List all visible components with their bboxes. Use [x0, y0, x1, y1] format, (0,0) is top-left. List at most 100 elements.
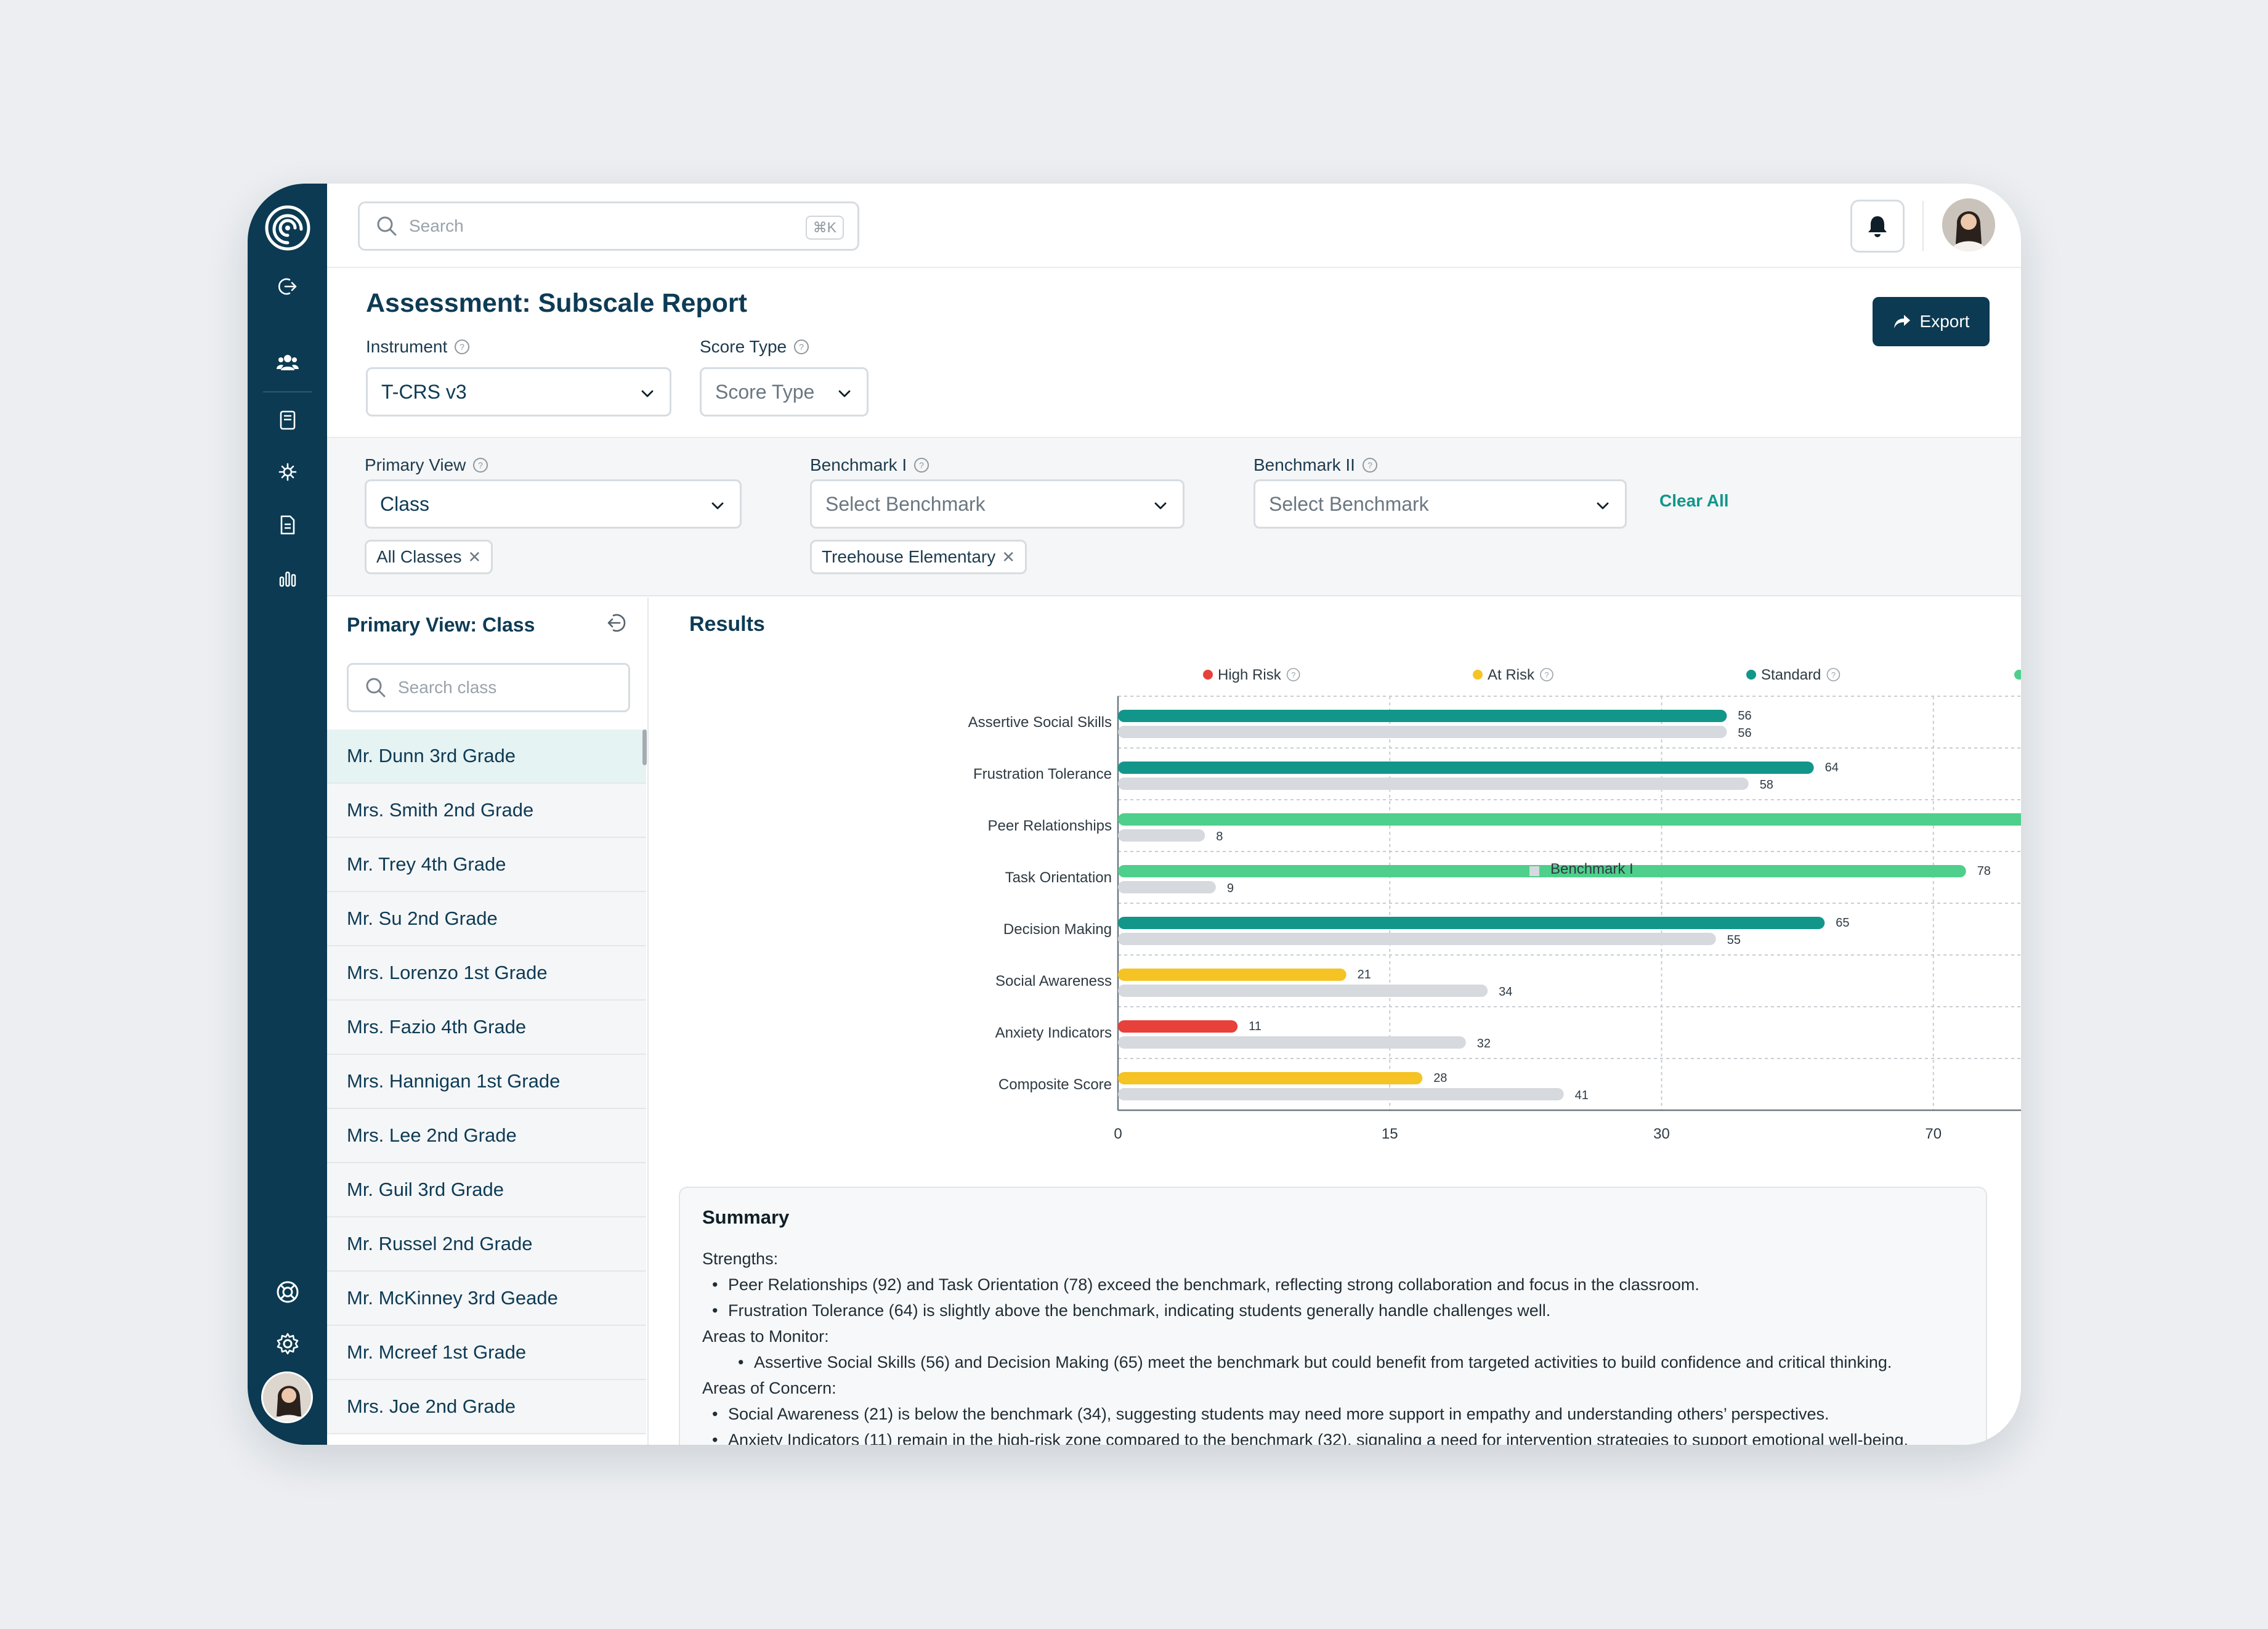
benchmark-1-label-text: Benchmark I: [810, 455, 907, 474]
sidebar: [248, 184, 327, 1445]
benchmark-value-label: 56: [1738, 726, 1751, 740]
class-list-item[interactable]: Mrs. Joe 2nd Grade: [327, 1380, 646, 1434]
primary-view-label: Primary View ?: [365, 455, 489, 475]
benchmark-value-label: 41: [1575, 1089, 1589, 1102]
benchmark-bar: [1118, 881, 1216, 893]
score-bar: [1118, 865, 1966, 877]
benchmark-value-label: 32: [1477, 1037, 1491, 1050]
chevron-down-icon: [1154, 502, 1167, 510]
search-placeholder: Search: [409, 216, 464, 235]
svg-text:?: ?: [1367, 460, 1372, 470]
logout-icon[interactable]: [275, 274, 301, 299]
settings-gear-icon[interactable]: [275, 1331, 301, 1357]
summary-bullet: Frustration Tolerance (64) is slightly a…: [702, 1298, 1964, 1323]
score-value-label: 65: [1836, 916, 1849, 930]
help-icon: [1286, 668, 1300, 681]
export-label: Export: [1919, 312, 1970, 331]
chevron-down-icon: [711, 502, 724, 510]
class-list-item[interactable]: Mr. Mcreef 1st Grade: [327, 1326, 646, 1380]
class-list-item[interactable]: Mr. Russel 2nd Grade: [327, 1217, 646, 1272]
bar-chart-icon[interactable]: [275, 565, 301, 591]
users-icon[interactable]: [275, 349, 301, 375]
page-title: Assessment: Subscale Report: [366, 288, 747, 318]
legend-label: At Risk: [1488, 667, 1535, 683]
help-icon[interactable]: ?: [453, 338, 471, 355]
book-icon[interactable]: [275, 407, 301, 433]
benchmark-bar: [1118, 1036, 1466, 1049]
benchmark-1-select[interactable]: Select Benchmark: [810, 479, 1185, 529]
class-list-item[interactable]: Mrs. Lee 2nd Grade: [327, 1109, 646, 1163]
global-search-input[interactable]: Search ⌘K: [358, 201, 859, 251]
help-icon[interactable]: ?: [472, 457, 489, 474]
score-type-select[interactable]: Score Type: [700, 367, 869, 416]
benchmark-2-select[interactable]: Select Benchmark: [1253, 479, 1627, 529]
score-bar: [1118, 762, 1814, 774]
score-value-label: 21: [1358, 968, 1371, 981]
legend-label: Standard: [1761, 667, 1821, 683]
score-value-label: 56: [1738, 709, 1751, 723]
benchmark-bar: [1118, 933, 1716, 945]
class-list-panel: Primary View: Class Search class Mr. Dun…: [327, 598, 649, 1445]
panel-title: Primary View: Class: [347, 614, 535, 636]
legend-dot: [1203, 670, 1213, 680]
class-list-scrollbar[interactable]: [642, 729, 647, 765]
bell-icon: [1868, 216, 1887, 237]
summary-panel: Summary Strengths: Peer Relationships (9…: [679, 1187, 1987, 1445]
benchmark-bar: [1118, 829, 1205, 842]
top-bar: Search ⌘K: [327, 184, 2021, 268]
remove-chip-icon[interactable]: ✕: [1002, 547, 1016, 566]
chevron-down-icon: [838, 390, 851, 397]
summary-bullet: Assertive Social Skills (56) and Decisio…: [702, 1349, 1964, 1375]
score-bar: [1118, 969, 1347, 981]
filter-chip-treehouse-elementary[interactable]: Treehouse Elementary ✕: [810, 540, 1027, 574]
category-label: Peer Relationships: [988, 818, 1112, 834]
class-list-item[interactable]: Mr. Guil 3rd Grade: [327, 1163, 646, 1217]
puzzle-icon[interactable]: [275, 459, 301, 485]
notifications-button[interactable]: [1850, 200, 1905, 253]
remove-chip-icon[interactable]: ✕: [468, 547, 482, 566]
user-avatar[interactable]: [1942, 198, 1995, 251]
benchmark-bar: [1118, 985, 1488, 997]
class-list: Mr. Dunn 3rd Grade Mrs. Smith 2nd Grade Mr…: [327, 729, 646, 1434]
legend-dot: [1746, 670, 1756, 680]
app-window: Search ⌘K Assessment: Subscale Report Ex…: [248, 184, 2021, 1445]
benchmark-value-label: 8: [1216, 830, 1223, 843]
score-value-label: 64: [1825, 761, 1839, 774]
benchmark-bar: [1118, 778, 1749, 790]
summary-concern-heading: Areas of Concern:: [702, 1379, 836, 1397]
class-list-item[interactable]: Mr. Su 2nd Grade: [327, 892, 646, 946]
sidebar-user-avatar[interactable]: [261, 1371, 313, 1423]
filter-chip-all-classes[interactable]: All Classes ✕: [365, 540, 493, 574]
collapse-panel-icon[interactable]: [605, 611, 630, 635]
class-list-item[interactable]: Mr. McKinney 3rd Geade: [327, 1272, 646, 1326]
help-icon-glyph: ?: [1291, 670, 1295, 680]
class-list-item[interactable]: Mrs. Fazio 4th Grade: [327, 1001, 646, 1055]
benchmark-1-label: Benchmark I ?: [810, 455, 930, 475]
summary-monitor-heading: Areas to Monitor:: [702, 1327, 829, 1346]
x-tick-label: 15: [1382, 1126, 1398, 1142]
clear-all-link[interactable]: Clear All: [1659, 491, 1729, 510]
class-list-item[interactable]: Mrs. Hannigan 1st Grade: [327, 1055, 646, 1109]
export-button[interactable]: Export: [1873, 297, 1990, 346]
help-icon[interactable]: ?: [913, 457, 930, 474]
app-logo[interactable]: [264, 205, 311, 251]
help-icon[interactable]: ?: [793, 338, 810, 355]
category-label: Social Awareness: [995, 973, 1112, 989]
class-list-item[interactable]: Mr. Trey 4th Grade: [327, 838, 646, 892]
primary-view-select[interactable]: Class: [365, 479, 742, 529]
svg-text:?: ?: [479, 460, 484, 470]
benchmark-2-value: Select Benchmark: [1269, 492, 1429, 515]
benchmark-2-label-text: Benchmark II: [1253, 455, 1355, 474]
instrument-select[interactable]: T-CRS v3: [366, 367, 671, 416]
document-icon[interactable]: [275, 512, 301, 538]
help-lifebuoy-icon[interactable]: [275, 1279, 301, 1305]
class-list-item[interactable]: Mr. Dunn 3rd Grade: [327, 729, 646, 784]
score-type-label: Score Type ?: [700, 337, 810, 357]
benchmark-bar: [1118, 1088, 1564, 1100]
class-search-input[interactable]: Search class: [347, 663, 630, 712]
class-list-item[interactable]: Mrs. Smith 2nd Grade: [327, 784, 646, 838]
chevron-down-icon: [641, 390, 654, 397]
score-bar: [1118, 813, 2021, 826]
help-icon[interactable]: ?: [1361, 457, 1379, 474]
class-list-item[interactable]: Mrs. Lorenzo 1st Grade: [327, 946, 646, 1001]
